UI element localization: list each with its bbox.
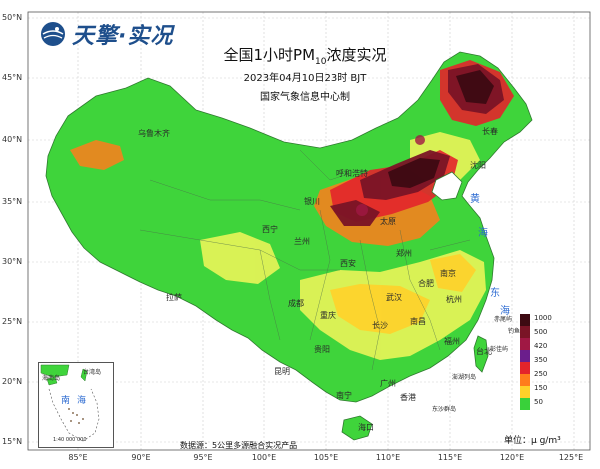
bohai-sea [431, 171, 463, 201]
sea-east-2: 海 [500, 306, 510, 317]
lat-label-35n: 35°N [2, 197, 23, 206]
lon-label-85e: 85°E [68, 453, 88, 462]
island-penghu: 澎湖列岛 [452, 374, 477, 381]
map-border [27, 11, 591, 451]
island-pengjia: 彭佳屿 [490, 346, 509, 353]
brand-logo: 天擎·实况 [40, 18, 173, 50]
city-taiyuan: 太原 [380, 217, 396, 226]
legend-swatch-5 [520, 374, 530, 386]
city-shenyang: 沈阳 [470, 161, 486, 170]
sea-yellow-2: 海 [478, 228, 488, 239]
city-hefei: 合肥 [418, 279, 434, 288]
city-changsha: 长沙 [372, 321, 388, 330]
title-sub: 10 [315, 57, 327, 67]
legend-swatch-3 [520, 350, 530, 362]
city-yinchuan: 银川 [304, 197, 320, 206]
city-chongqing: 重庆 [320, 311, 336, 320]
lon-label-125e: 125°E [558, 453, 584, 462]
island-diaoyu: 钓鱼岛 [508, 328, 527, 335]
legend-label-50: 50 [534, 398, 543, 406]
data-source: 数据源：5公里多源融合实况产品 [180, 441, 298, 450]
sea-east-1: 东 [490, 288, 500, 299]
lon-label-120e: 120°E [499, 453, 525, 462]
units-label: 单位：μ g/m³ [504, 436, 561, 446]
inset-label-hainan: 海南岛 [42, 375, 61, 382]
city-xining: 西宁 [262, 225, 278, 234]
lon-label-115e: 115°E [437, 453, 463, 462]
inset-label-south: 南 [61, 396, 71, 406]
inset-map [39, 363, 113, 447]
lon-label-105e: 105°E [313, 453, 339, 462]
lon-label-95e: 95°E [193, 453, 213, 462]
city-urumqi: 乌鲁木齐 [138, 129, 170, 138]
city-xian: 西安 [340, 259, 356, 268]
map-title: 全国1小时PM10浓度实况 [175, 44, 435, 67]
city-hohhot: 呼和浩特 [336, 169, 368, 178]
city-lanzhou: 兰州 [294, 237, 310, 246]
city-changchun: 长春 [482, 127, 498, 136]
island-chiwei: 赤尾屿 [494, 316, 513, 323]
title-main: 全国1小时PM [223, 46, 316, 64]
lat-label-50n: 50°N [2, 13, 23, 22]
legend-label-500: 500 [534, 328, 548, 336]
hainan-island [341, 415, 373, 441]
city-fuzhou: 福州 [444, 337, 460, 346]
legend-label-420: 420 [534, 342, 548, 350]
city-wuhan: 武汉 [386, 293, 402, 302]
city-nanchang: 南昌 [410, 317, 426, 326]
island-dongsha: 东沙群岛 [432, 406, 457, 413]
city-hangzhou: 杭州 [446, 295, 462, 304]
legend-label-150: 150 [534, 384, 548, 392]
legend-swatch-0 [520, 314, 530, 326]
purple-spots [356, 135, 425, 216]
city-zhengzhou: 郑州 [396, 249, 412, 258]
south-china-sea-inset: 海南岛 台湾岛 南 海 1:40 000 000 [38, 362, 114, 448]
title-suffix: 浓度实况 [326, 46, 387, 64]
yellow-zones [330, 254, 476, 334]
province-boundaries [139, 149, 471, 371]
city-haikou: 海口 [358, 423, 374, 432]
legend-swatch-6 [520, 386, 530, 398]
city-nanning: 南宁 [336, 391, 352, 400]
city-kunming: 昆明 [274, 367, 290, 376]
lon-label-90e: 90°E [131, 453, 151, 462]
sea-yellow-1: 黄 [470, 194, 480, 205]
legend-swatch-2 [520, 338, 530, 350]
legend-label-350: 350 [534, 356, 548, 364]
city-guangzhou: 广州 [380, 379, 396, 388]
globe-icon [41, 22, 65, 46]
legend-label-250: 250 [534, 370, 548, 378]
city-guiyang: 贵阳 [314, 345, 330, 354]
lat-label-15n: 15°N [2, 437, 23, 446]
inset-scale: 1:40 000 000 [53, 437, 87, 443]
agency-credit: 国家气象信息中心制 [260, 92, 350, 103]
lon-label-100e: 100°E [251, 453, 277, 462]
legend-swatch-1 [520, 326, 530, 338]
city-hongkong: 香港 [400, 393, 416, 402]
city-chengdu: 成都 [288, 299, 304, 308]
lon-label-110e: 110°E [375, 453, 401, 462]
city-nanjing: 南京 [440, 269, 456, 278]
legend-label-1000: 1000 [534, 314, 552, 322]
legend: 1000 500 420 350 250 150 50 [520, 314, 560, 412]
legend-swatch-7 [520, 398, 530, 410]
inset-label-taiwan: 台湾岛 [83, 369, 102, 376]
taiwan-island [473, 335, 489, 373]
map-timestamp: 2023年04月10日23时 BJT [243, 73, 367, 84]
inset-label-sea: 海 [77, 396, 87, 406]
brand-name: 天擎·实况 [72, 24, 174, 49]
city-taipei: 台北 [476, 347, 492, 356]
lat-label-45n: 45°N [2, 73, 23, 82]
legend-swatch-4 [520, 362, 530, 374]
lat-label-25n: 25°N [2, 317, 23, 326]
lat-label-30n: 30°N [2, 257, 23, 266]
lat-label-40n: 40°N [2, 135, 23, 144]
darkest-zones [388, 70, 494, 188]
lat-label-20n: 20°N [2, 377, 23, 386]
city-lhasa: 拉萨 [166, 293, 182, 302]
